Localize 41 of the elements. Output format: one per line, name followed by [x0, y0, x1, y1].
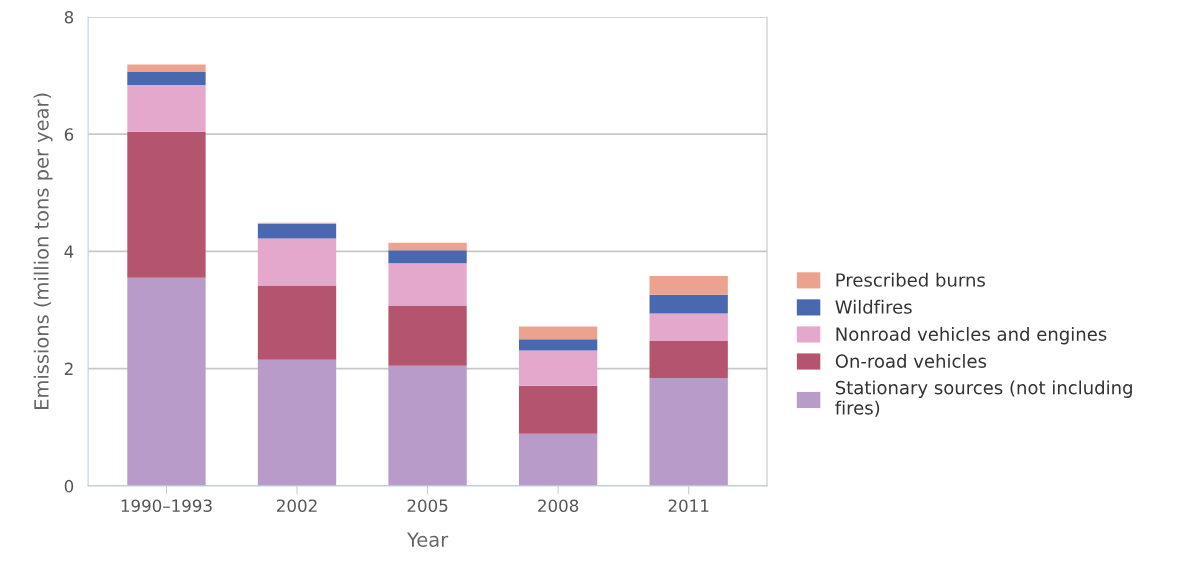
bar [388, 242, 467, 251]
bar [257, 238, 337, 286]
x-axis-title: Year [406, 532, 449, 547]
x-tick-label: 2011 [668, 499, 709, 512]
bar [649, 341, 728, 379]
x-tick-label: 2005 [407, 499, 448, 512]
bar [257, 359, 337, 486]
bar [127, 84, 206, 132]
bar [518, 350, 598, 386]
x-tick-label: 1990–1993 [121, 499, 212, 512]
bar [388, 263, 467, 306]
y-tick-label: 4 [64, 245, 74, 258]
legend-label: Stationary sources (not including fires) [835, 380, 1132, 417]
legend-label: Prescribed burns [836, 272, 985, 287]
y-tick-label: 6 [64, 128, 74, 141]
bar [649, 378, 728, 486]
bar [257, 285, 337, 360]
y-tick-label: 2 [64, 362, 73, 375]
bar [518, 385, 598, 434]
legend-label: Nonroad vehicles and engines [836, 326, 1107, 345]
legend-label: On-road vehicles [835, 353, 987, 368]
bar [127, 64, 206, 73]
bar [518, 326, 598, 340]
x-tick-label: 2008 [538, 499, 579, 512]
bar [388, 250, 467, 264]
y-tick-label: 8 [64, 10, 74, 24]
bar [127, 277, 206, 486]
bar [518, 433, 598, 486]
legend-label: Wildfires [835, 299, 912, 314]
bar [518, 339, 598, 351]
bar [388, 305, 467, 366]
bar [127, 131, 206, 278]
bar [127, 72, 206, 85]
x-tick-label: 2002 [277, 499, 317, 512]
y-tick-label: 0 [64, 479, 74, 493]
bar [257, 223, 337, 239]
bar [388, 365, 467, 486]
bar [649, 294, 728, 314]
bar [649, 276, 728, 295]
y-axis-title: Emissions (million tons per year) [33, 93, 53, 409]
bar [649, 313, 728, 342]
